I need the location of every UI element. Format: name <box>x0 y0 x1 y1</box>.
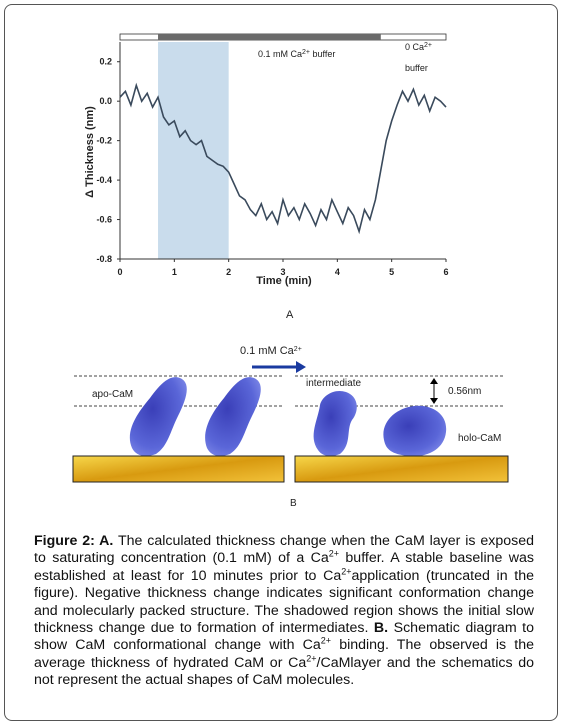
arrow-head <box>430 398 438 404</box>
caption-run: 2+ <box>328 548 340 559</box>
buffer-label: buffer <box>405 63 428 73</box>
caption-run: binding. The observed is the average thi… <box>34 637 534 671</box>
x-tick-label: 6 <box>443 267 448 277</box>
x-tick-label: 1 <box>172 267 177 277</box>
x-tick-label: 0 <box>117 267 122 277</box>
caption-run: 2+ <box>306 653 317 664</box>
text-run: buffer <box>405 63 428 73</box>
y-tick-label: -0.8 <box>96 254 112 264</box>
panel-label: B <box>290 498 297 509</box>
arrow-label: 0.1 mM Ca2+ <box>240 345 302 357</box>
holo-label: holo-CaM <box>458 433 501 444</box>
intermediate-molecule <box>313 390 357 457</box>
shaded-region <box>158 42 229 259</box>
y-tick-label: -0.2 <box>96 136 112 146</box>
diagram: 0.1 mM Ca2+ apo-CaM intermediate 0.56nm … <box>72 345 509 509</box>
substrate <box>294 455 509 483</box>
text-run: 2+ <box>302 49 310 56</box>
apo-cam-molecule <box>205 377 261 456</box>
y-tick-label: 0.2 <box>99 57 112 67</box>
buffer-label: 0 Ca2+ <box>405 42 432 53</box>
y-tick-label: -0.6 <box>96 215 112 225</box>
caption-run: application (truncated in the figure). N… <box>34 567 534 637</box>
buffer-bar <box>158 34 381 40</box>
apo-cam-molecule <box>129 377 187 456</box>
x-tick-label: 4 <box>335 267 340 277</box>
caption-run: B. <box>373 620 389 637</box>
text-run: 0.1 mM Ca <box>240 345 295 357</box>
caption-run: 2+ <box>341 566 352 577</box>
x-tick-label: 5 <box>389 267 394 277</box>
holo-cam-molecule <box>383 405 447 457</box>
buffer-label: 0.1 mM Ca2+ buffer <box>258 49 335 60</box>
apo-label: apo-CaM <box>92 389 133 400</box>
text-run: 0 Ca <box>405 42 424 52</box>
data-line <box>119 82 447 235</box>
x-axis-label: Time (min) <box>256 275 312 287</box>
panel-label: A <box>286 309 294 321</box>
text-run: buffer <box>310 49 335 59</box>
y-tick-label: 0.0 <box>99 96 112 106</box>
caption-run: /CaMlayer and the schematics do not repr… <box>34 654 534 689</box>
x-tick-label: 2 <box>226 267 231 277</box>
caption-run: 2+ <box>320 635 332 646</box>
arrow-head <box>296 361 306 373</box>
y-axis-label: Δ Thickness (nm) <box>84 106 96 198</box>
caption-run: Figure 2: A. <box>34 533 114 549</box>
figure: 0.1 mM Ca2+ apo-CaM intermediate 0.56nm … <box>72 33 509 509</box>
x-tick-label: 3 <box>280 267 285 277</box>
substrate <box>72 455 285 483</box>
text-run: 2+ <box>424 42 432 49</box>
arrow-head <box>430 378 438 384</box>
caption-run: Schematic diagram to show CaM conformati… <box>34 620 534 654</box>
caption-run: buffer. A stable baseline was establishe… <box>34 550 534 584</box>
figure-frame <box>4 4 558 721</box>
caption-run: The calculated thickness change when the… <box>34 533 534 567</box>
figure-caption: Figure 2: A. The calculated thickness ch… <box>34 533 534 690</box>
gap-label: 0.56nm <box>448 386 481 397</box>
y-tick-label: -0.4 <box>96 175 112 185</box>
text-run: 0.1 mM Ca <box>258 49 302 59</box>
text-run: 2+ <box>294 346 302 353</box>
intermediate-label: intermediate <box>306 378 361 389</box>
